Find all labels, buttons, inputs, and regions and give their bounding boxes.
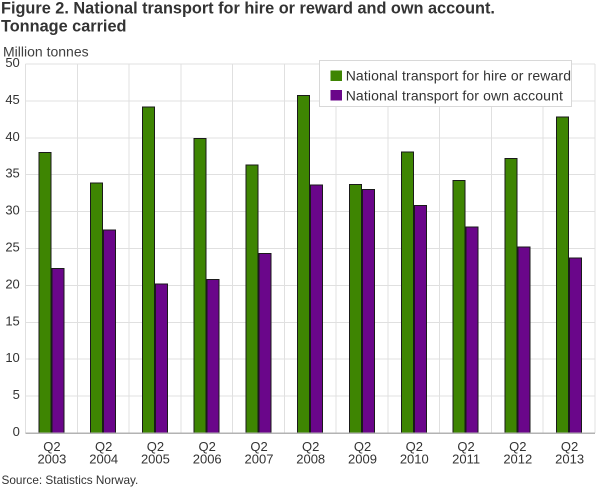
svg-text:National transport for own acc: National transport for own account (346, 87, 563, 103)
svg-text:2013: 2013 (555, 451, 584, 466)
svg-text:Q2: Q2 (406, 439, 423, 454)
svg-text:2005: 2005 (141, 451, 170, 466)
svg-text:Q2: Q2 (354, 439, 371, 454)
svg-text:Q2: Q2 (43, 439, 60, 454)
svg-text:Q2: Q2 (199, 439, 216, 454)
svg-text:2008: 2008 (296, 451, 325, 466)
svg-text:Figure 2. National transport f: Figure 2. National transport for hire or… (1, 0, 495, 18)
svg-text:Q2: Q2 (561, 439, 578, 454)
svg-text:2006: 2006 (193, 451, 222, 466)
svg-text:20: 20 (5, 276, 19, 291)
svg-text:2003: 2003 (37, 451, 66, 466)
svg-text:Q2: Q2 (302, 439, 319, 454)
svg-text:2010: 2010 (400, 451, 429, 466)
svg-text:30: 30 (5, 203, 19, 218)
svg-text:0: 0 (13, 424, 20, 439)
svg-text:15: 15 (5, 313, 19, 328)
svg-text:35: 35 (5, 166, 19, 181)
svg-text:5: 5 (13, 387, 20, 402)
svg-text:Q2: Q2 (250, 439, 267, 454)
svg-text:45: 45 (5, 92, 19, 107)
svg-text:National transport for hire or: National transport for hire or reward (346, 67, 571, 83)
svg-text:Q2: Q2 (95, 439, 112, 454)
svg-text:Tonnage carried: Tonnage carried (1, 17, 126, 35)
svg-text:Source: Statistics Norway.: Source: Statistics Norway. (2, 473, 139, 487)
svg-text:2004: 2004 (89, 451, 118, 466)
svg-text:2012: 2012 (503, 451, 532, 466)
svg-text:Q2: Q2 (147, 439, 164, 454)
svg-text:40: 40 (5, 129, 19, 144)
svg-text:2011: 2011 (452, 451, 480, 466)
svg-text:50: 50 (5, 55, 19, 70)
svg-text:Million tonnes: Million tonnes (3, 43, 89, 59)
svg-text:10: 10 (5, 350, 19, 365)
svg-text:Q2: Q2 (457, 439, 474, 454)
svg-text:Q2: Q2 (509, 439, 526, 454)
svg-text:2009: 2009 (348, 451, 377, 466)
svg-text:2007: 2007 (245, 451, 274, 466)
svg-text:25: 25 (5, 240, 19, 255)
